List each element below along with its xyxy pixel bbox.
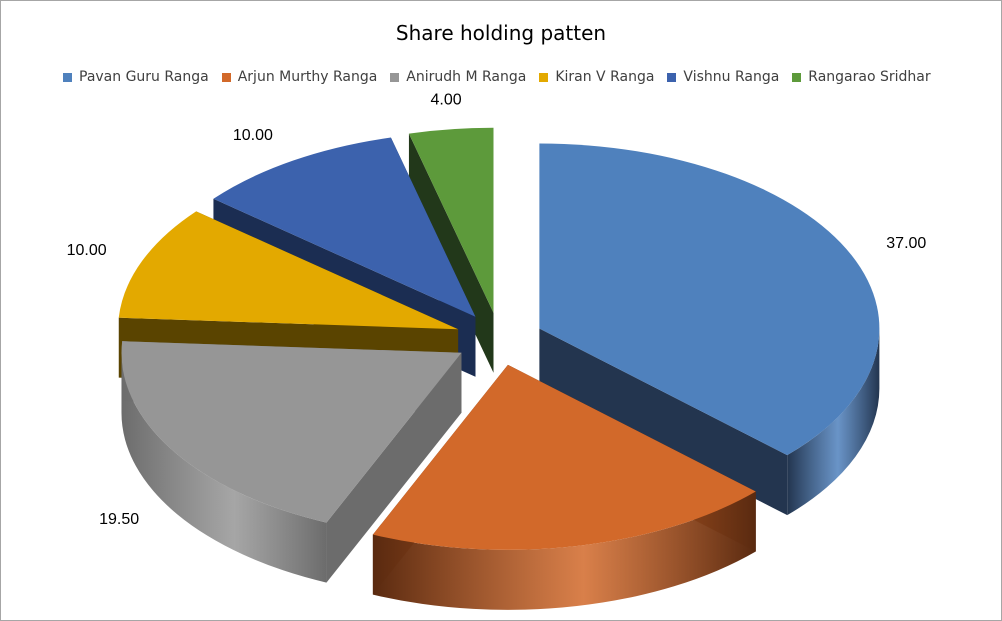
- legend-item-kiran-v-ranga: Kiran V Ranga: [539, 69, 654, 85]
- slice-anirudh-m-ranga: [121, 341, 462, 583]
- slice-arjun-murthy-ranga: [372, 364, 756, 610]
- data-label-rangarao-sridhar: 4.00: [431, 92, 462, 109]
- chart-title: Share holding patten: [395, 21, 607, 45]
- legend-label: Anirudh M Ranga: [406, 69, 527, 85]
- slice-top-rangarao-sridhar: [408, 127, 494, 313]
- legend-label: Pavan Guru Ranga: [79, 69, 209, 85]
- legend-item-pavan-guru-ranga: Pavan Guru Ranga: [63, 69, 209, 85]
- data-label-vishnu-ranga: 10.00: [233, 127, 273, 144]
- slice-rim-anirudh-m-ranga: [121, 352, 327, 583]
- legend: Pavan Guru Ranga Arjun Murthy Ranga Anir…: [63, 69, 931, 85]
- legend-item-vishnu-ranga: Vishnu Ranga: [667, 69, 779, 85]
- legend-swatch: [667, 72, 677, 82]
- legend-item-rangarao-sridhar: Rangarao Sridhar: [792, 69, 931, 85]
- slice-top-pavan-guru-ranga: [539, 143, 880, 456]
- slice-pavan-guru-ranga: [539, 143, 880, 516]
- slice-top-vishnu-ranga: [213, 137, 476, 317]
- legend-swatch: [221, 72, 231, 82]
- legend-swatch: [539, 72, 549, 82]
- legend-label: Rangarao Sridhar: [808, 69, 931, 85]
- slice-rim-pavan-guru-ranga: [787, 328, 880, 516]
- legend-item-arjun-murthy-ranga: Arjun Murthy Ranga: [221, 69, 378, 85]
- slice-top-anirudh-m-ranga: [121, 341, 462, 523]
- slice-top-kiran-v-ranga: [118, 211, 459, 330]
- data-label-pavan-guru-ranga: 37.00: [886, 235, 926, 252]
- legend-label: Kiran V Ranga: [555, 69, 655, 85]
- legend-swatch: [792, 72, 802, 82]
- legend-item-anirudh-m-ranga: Anirudh M Ranga: [390, 69, 526, 85]
- legend-label: Vishnu Ranga: [683, 69, 780, 85]
- legend-label: Arjun Murthy Ranga: [237, 69, 378, 85]
- slice-top-arjun-murthy-ranga: [372, 364, 756, 550]
- slice-rim-arjun-murthy-ranga: [372, 491, 756, 610]
- legend-swatch: [63, 72, 72, 82]
- data-label-anirudh-m-ranga: 19.50: [99, 511, 139, 528]
- slice-side-pavan-guru-ranga: [539, 328, 788, 516]
- data-label-kiran-v-ranga: 10.00: [67, 242, 107, 259]
- legend-swatch: [390, 72, 400, 82]
